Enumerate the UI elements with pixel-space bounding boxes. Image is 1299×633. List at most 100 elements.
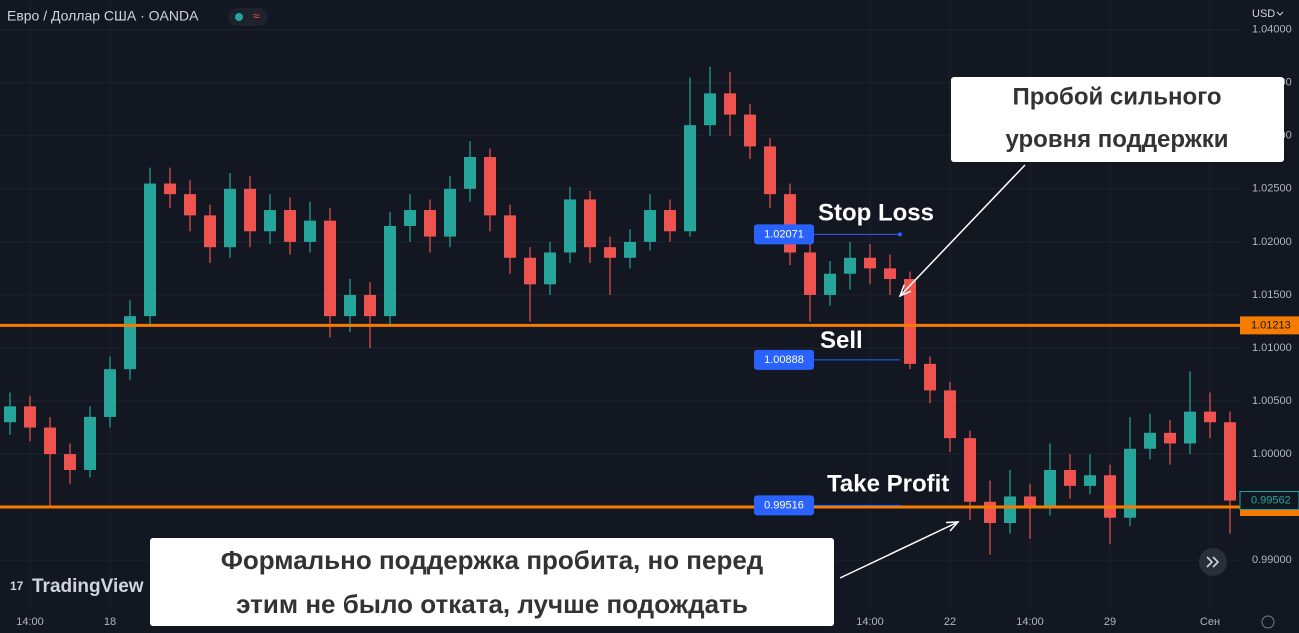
- callout-box: [951, 77, 1284, 162]
- last-price-label: 0.99562: [1251, 494, 1291, 506]
- y-tick-label: 1.04000: [1252, 24, 1292, 36]
- status-icon: ≈: [253, 9, 260, 23]
- candle-body: [664, 210, 676, 232]
- candle-body: [1024, 496, 1036, 508]
- status-dot: [235, 13, 243, 21]
- y-tick-label: 1.02000: [1252, 236, 1292, 248]
- callout-text: этим не было отката, лучше подождать: [236, 589, 748, 619]
- status-badge: [228, 8, 268, 26]
- candle-body: [1044, 469, 1056, 508]
- candle-body: [464, 157, 476, 189]
- candle-body: [284, 210, 296, 242]
- currency[interactable]: USD: [1252, 8, 1275, 20]
- y-tick-label: 1.01000: [1252, 342, 1292, 354]
- order-price: 1.02071: [764, 228, 804, 240]
- candle-body: [584, 199, 596, 248]
- candle-body: [804, 252, 816, 295]
- candle-body: [24, 406, 36, 428]
- order-name: Stop Loss: [818, 200, 934, 227]
- candle-body: [484, 157, 496, 216]
- last-price-box: [1239, 491, 1299, 511]
- settings-icon[interactable]: [1261, 615, 1275, 629]
- watermark: TradingView: [32, 576, 144, 597]
- candle-body: [424, 210, 436, 237]
- candle-body: [324, 220, 336, 317]
- scroll-icon: [1206, 556, 1220, 568]
- candle-body: [1184, 411, 1196, 444]
- candle-body: [1144, 432, 1156, 449]
- candle-body: [224, 188, 236, 248]
- candle-body: [864, 257, 876, 269]
- x-tick-label: 29: [1104, 616, 1116, 628]
- candle-body: [1064, 469, 1076, 486]
- order-box[interactable]: [754, 495, 814, 516]
- y-tick-label: 1.01500: [1252, 289, 1292, 301]
- x-tick-label: 14:00: [16, 616, 44, 628]
- candle-body: [884, 268, 896, 280]
- candle-body: [384, 225, 396, 317]
- symbol-title: Евро / Доллар США · OANDA: [7, 8, 199, 24]
- x-tick-label: 18: [104, 616, 116, 628]
- candle-body: [444, 188, 456, 237]
- candle-body: [744, 114, 756, 147]
- candle-body: [264, 210, 276, 232]
- candle-body: [564, 199, 576, 253]
- candle-body: [144, 183, 156, 317]
- x-tick-label: 14:00: [1016, 616, 1044, 628]
- candle-body: [184, 194, 196, 216]
- candle-body: [164, 183, 176, 195]
- candle-body: [904, 279, 916, 364]
- y-tick-label: 1.00000: [1252, 448, 1292, 460]
- candle-body: [304, 220, 316, 242]
- arrow: [899, 164, 1026, 297]
- candle-body: [624, 241, 636, 258]
- candle-body: [964, 438, 976, 502]
- callout-text: уровня поддержки: [1005, 126, 1228, 153]
- order-handle: [898, 232, 902, 237]
- order-price: 1.00888: [764, 354, 804, 366]
- candle-body: [1164, 432, 1176, 444]
- candle-body: [84, 416, 96, 470]
- candle-body: [364, 294, 376, 317]
- candle-body: [1104, 475, 1116, 518]
- candle-body: [944, 390, 956, 439]
- candle-body: [544, 252, 556, 285]
- candle-body: [524, 257, 536, 285]
- level-label-box: [1240, 316, 1299, 335]
- candle-body: [984, 501, 996, 524]
- arrow-head: [898, 284, 912, 298]
- candle-body: [704, 93, 716, 126]
- candle-body: [204, 215, 216, 248]
- y-tick-label: 0.99000: [1252, 554, 1292, 566]
- x-tick-label: 22: [944, 616, 956, 628]
- candle-body: [1084, 475, 1096, 486]
- candle-body: [64, 454, 76, 470]
- plot: [0, 66, 1240, 555]
- logo: 17: [10, 579, 24, 593]
- candle-body: [344, 294, 356, 317]
- arrow: [839, 521, 959, 579]
- callout-text: Формально поддержка пробита, но перед: [221, 545, 764, 575]
- candle-body: [604, 247, 616, 258]
- order-name: Sell: [820, 327, 863, 354]
- candle-body: [504, 215, 516, 258]
- candle-body: [1004, 496, 1016, 524]
- candle-body: [644, 210, 656, 242]
- candle-body: [244, 188, 256, 232]
- order-box[interactable]: [754, 349, 814, 370]
- candle-body: [724, 93, 736, 115]
- candle-body: [764, 146, 776, 195]
- candle-body: [104, 369, 116, 417]
- candle-body: [1224, 422, 1236, 501]
- arrow-head: [945, 521, 960, 532]
- order-box[interactable]: [754, 224, 814, 245]
- level-label: 1.01213: [1251, 319, 1291, 331]
- y-tick-label: 1.00500: [1252, 395, 1292, 407]
- candle-body: [44, 427, 56, 455]
- candle-body: [1124, 448, 1136, 518]
- currency-caret: [1276, 11, 1284, 16]
- x-tick-label: Сен: [1200, 616, 1220, 628]
- candle-body: [1204, 411, 1216, 423]
